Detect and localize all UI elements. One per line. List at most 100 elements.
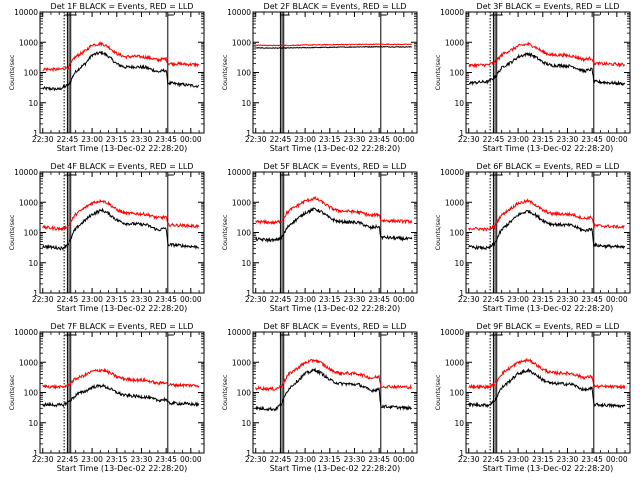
y-tick-label: 1: [246, 129, 251, 138]
x-tick-label: 23:15: [319, 135, 341, 144]
x-tick-label: 23:00: [81, 295, 103, 304]
x-tick-label: 22:30: [32, 455, 54, 464]
x-axis-label: Start Time (13-Dec-02 22:28:20): [483, 144, 614, 153]
events-series-line: [255, 367, 412, 412]
panel-title: Det 2F BLACK = Events, RED = LLD: [264, 2, 407, 11]
lld-series-line: [255, 359, 412, 392]
y-tick-label: 1000: [445, 198, 464, 207]
y-axis-label: Counts/sec: [221, 54, 229, 90]
detector-panel-8: Det 8F BLACK = Events, RED = LLD 1 10 100 10…: [221, 322, 418, 473]
x-tick-label: 23:15: [106, 455, 128, 464]
detector-panel-5: Det 5F BLACK = Events, RED = LLD 1 10 100 10…: [221, 162, 418, 313]
x-axis-label: Start Time (13-Dec-02 22:28:20): [57, 304, 188, 313]
x-tick-label: 22:45: [57, 295, 79, 304]
x-tick-label: 23:00: [507, 135, 529, 144]
lld-series-line: [42, 40, 200, 73]
panel-title: Det 8F BLACK = Events, RED = LLD: [264, 322, 407, 331]
x-tick-label: 23:45: [581, 135, 603, 144]
y-tick-label: 10000: [440, 328, 464, 337]
x-tick-label: 22:45: [57, 455, 79, 464]
x-tick-label: 00:00: [606, 295, 628, 304]
events-series-line: [42, 207, 200, 251]
y-tick-label: 100: [237, 69, 252, 78]
y-tick-label: 1000: [445, 38, 464, 47]
events-series-line: [468, 367, 626, 409]
y-tick-label: 10: [241, 99, 251, 108]
lld-series-line: [255, 195, 413, 226]
y-tick-label: 10: [28, 419, 38, 428]
y-tick-label: 10: [241, 259, 251, 268]
x-tick-label: 22:30: [245, 135, 267, 144]
panel-title: Det 1F BLACK = Events, RED = LLD: [51, 2, 194, 11]
y-tick-label: 10000: [14, 328, 38, 337]
x-tick-label: 23:45: [368, 295, 390, 304]
x-tick-label: 22:30: [32, 295, 54, 304]
x-tick-label: 00:00: [606, 135, 628, 144]
x-tick-label: 23:30: [557, 135, 579, 144]
x-axis-label: Start Time (13-Dec-02 22:28:20): [57, 464, 188, 473]
x-tick-label: 23:15: [532, 295, 554, 304]
lld-series-line: [42, 199, 200, 232]
events-series-line: [255, 45, 412, 50]
x-tick-label: 23:00: [294, 135, 316, 144]
lld-series-line: [468, 198, 625, 232]
plot-frame: [252, 11, 418, 134]
x-tick-label: 22:45: [483, 135, 505, 144]
x-tick-label: 22:30: [245, 455, 267, 464]
y-axis-label: Counts/sec: [8, 214, 16, 250]
x-tick-label: 22:45: [483, 455, 505, 464]
x-tick-label: 23:45: [155, 295, 177, 304]
x-tick-label: 00:00: [393, 455, 415, 464]
panel-title: Det 5F BLACK = Events, RED = LLD: [264, 162, 407, 171]
lld-series-line: [42, 367, 200, 390]
lld-series-line: [468, 41, 626, 69]
x-axis-label: Start Time (13-Dec-02 22:28:20): [57, 144, 188, 153]
x-tick-label: 23:00: [507, 455, 529, 464]
plot-frame: [252, 331, 418, 454]
events-series-line: [255, 207, 413, 244]
x-tick-label: 23:15: [319, 295, 341, 304]
y-tick-label: 1: [459, 449, 464, 458]
events-series-line: [42, 51, 200, 92]
x-tick-label: 23:15: [532, 135, 554, 144]
y-tick-label: 1: [459, 129, 464, 138]
y-tick-label: 100: [24, 389, 39, 398]
panel-title: Det 7F BLACK = Events, RED = LLD: [51, 322, 194, 331]
events-series-line: [468, 51, 626, 87]
x-tick-label: 23:30: [557, 455, 579, 464]
x-tick-label: 22:45: [57, 135, 79, 144]
x-tick-label: 23:15: [532, 455, 554, 464]
detector-panel-1: Det 1F BLACK = Events, RED = LLD 1 10 100 10…: [8, 2, 205, 153]
x-tick-label: 23:30: [131, 455, 153, 464]
y-tick-label: 1000: [232, 358, 251, 367]
y-tick-label: 100: [24, 69, 39, 78]
x-tick-label: 23:45: [368, 455, 390, 464]
y-tick-label: 10000: [440, 8, 464, 17]
x-tick-label: 23:30: [557, 295, 579, 304]
y-tick-label: 10: [28, 259, 38, 268]
y-axis-label: Counts/sec: [434, 214, 442, 250]
y-tick-label: 1: [459, 289, 464, 298]
y-tick-label: 1000: [445, 358, 464, 367]
y-tick-label: 10000: [14, 168, 38, 177]
y-tick-label: 1: [33, 449, 38, 458]
x-tick-label: 23:15: [106, 135, 128, 144]
detector-panel-7: Det 7F BLACK = Events, RED = LLD 1 10 100 10…: [8, 322, 205, 473]
x-tick-label: 00:00: [393, 295, 415, 304]
y-axis-label: Counts/sec: [8, 54, 16, 90]
y-tick-label: 100: [237, 389, 252, 398]
y-tick-label: 1: [246, 289, 251, 298]
y-tick-label: 100: [450, 69, 465, 78]
x-tick-label: 23:30: [131, 135, 153, 144]
x-tick-label: 23:45: [155, 135, 177, 144]
x-axis-label: Start Time (13-Dec-02 22:28:20): [270, 304, 401, 313]
plot-frame: [252, 171, 418, 294]
y-tick-label: 10: [28, 99, 38, 108]
x-tick-label: 22:45: [270, 135, 292, 144]
y-axis-label: Counts/sec: [8, 374, 16, 410]
x-tick-label: 22:45: [483, 295, 505, 304]
y-tick-label: 1000: [19, 198, 38, 207]
panel-title: Det 9F BLACK = Events, RED = LLD: [477, 322, 620, 331]
x-tick-label: 23:15: [106, 295, 128, 304]
